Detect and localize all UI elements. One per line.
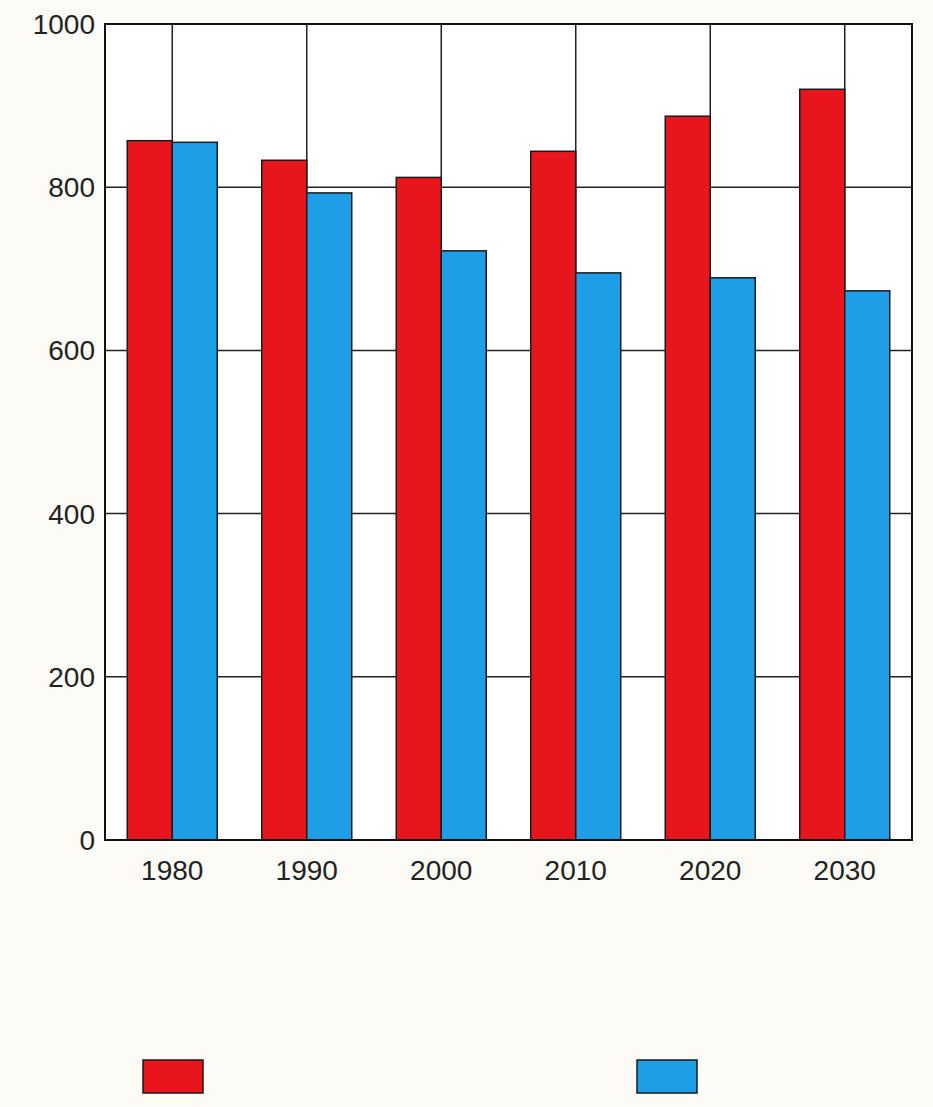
x-tick-label: 2010 xyxy=(545,855,607,886)
y-tick-label: 400 xyxy=(48,499,95,530)
bar xyxy=(845,291,890,840)
grid-line xyxy=(105,513,912,515)
bar xyxy=(665,116,710,840)
legend-swatch xyxy=(637,1060,697,1093)
bar xyxy=(531,151,576,840)
bar xyxy=(307,193,352,840)
chart-container: 0 200 400 600 800 1000 1980 1990 2000 2010 2020 203… xyxy=(0,0,933,1107)
x-tick-label: 2020 xyxy=(679,855,741,886)
grid-line xyxy=(105,676,912,678)
bar xyxy=(127,141,172,840)
grid-line xyxy=(105,186,912,188)
x-tick-label: 2000 xyxy=(410,855,472,886)
y-tick-label: 800 xyxy=(48,172,95,203)
bar xyxy=(800,89,845,840)
legend-swatch xyxy=(143,1060,203,1093)
plot-background xyxy=(105,24,912,840)
chart: 0 200 400 600 800 1000 1980 1990 2000 2010 2020 203… xyxy=(0,0,933,1107)
y-tick-label: 1000 xyxy=(33,9,95,40)
y-tick-label: 200 xyxy=(48,662,95,693)
bar xyxy=(441,251,486,840)
x-tick-label: 1990 xyxy=(276,855,338,886)
bar xyxy=(172,142,217,840)
bars xyxy=(127,89,890,840)
bar xyxy=(710,278,755,840)
x-tick-label: 2030 xyxy=(814,855,876,886)
grid-line xyxy=(105,350,912,352)
y-tick-label: 0 xyxy=(79,825,95,856)
y-tick-label: 600 xyxy=(48,335,95,366)
plot-frame xyxy=(105,24,912,840)
x-tick-label: 1980 xyxy=(141,855,203,886)
bar xyxy=(396,177,441,840)
bar xyxy=(262,160,307,840)
bar xyxy=(576,273,621,840)
